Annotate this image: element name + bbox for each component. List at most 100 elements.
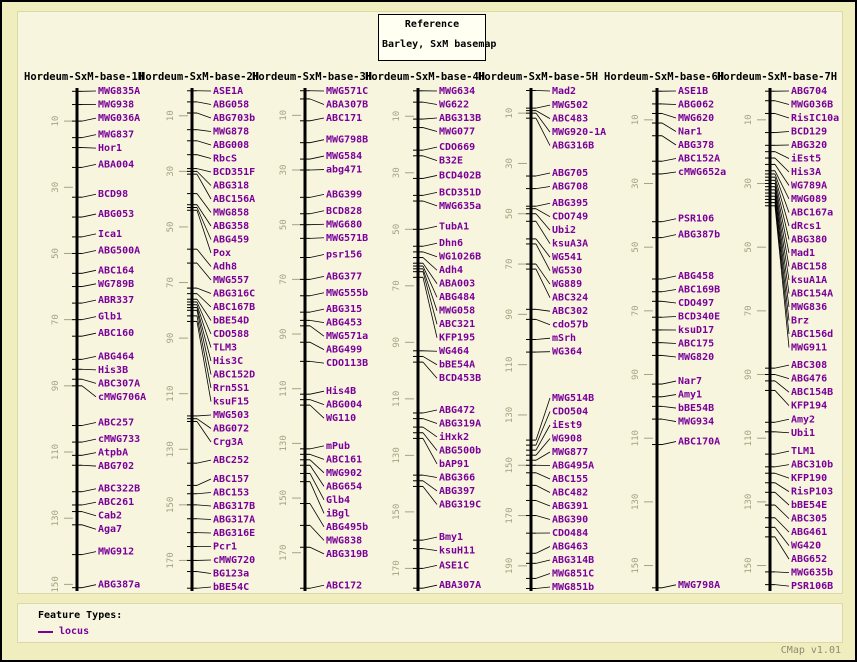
locus-label[interactable]: ABC310b	[791, 460, 833, 471]
locus-label[interactable]: MWG820	[678, 352, 714, 363]
locus-label[interactable]: ABG387a	[98, 580, 140, 591]
locus-label[interactable]: Aga7	[98, 524, 122, 535]
locus-label[interactable]: MWG555b	[326, 288, 368, 299]
locus-label[interactable]: cMWG733	[98, 434, 140, 445]
locus-label[interactable]: ABG317B	[213, 501, 255, 512]
locus-label[interactable]: ABC321	[439, 319, 475, 330]
locus-label[interactable]: ABG315	[326, 304, 362, 315]
locus-label[interactable]: dRcs1	[791, 221, 821, 232]
locus-label[interactable]: ABC160	[98, 328, 134, 339]
locus-label[interactable]: Nar7	[678, 376, 702, 387]
locus-label[interactable]: Pcr1	[213, 542, 237, 553]
locus-label[interactable]: ABG397	[439, 486, 475, 497]
locus-label[interactable]: MWG911	[791, 343, 827, 354]
locus-label[interactable]: ABC169B	[678, 285, 720, 296]
locus-label[interactable]: ABG461	[791, 527, 827, 538]
locus-label[interactable]: CDO484	[552, 528, 588, 539]
locus-label[interactable]: ABG377	[326, 271, 362, 282]
locus-label[interactable]: ABG399	[326, 189, 362, 200]
locus-label[interactable]: ABC167B	[213, 302, 255, 313]
locus-label[interactable]: ABC302	[552, 306, 588, 317]
locus-label[interactable]: MWG878	[213, 127, 249, 138]
locus-label[interactable]: bBE54E	[791, 500, 827, 511]
locus-label[interactable]: MWG571a	[326, 331, 368, 342]
locus-label[interactable]: ABC171	[326, 113, 362, 124]
locus-label[interactable]: ABG380	[791, 235, 827, 246]
locus-label[interactable]: bBE54A	[439, 360, 475, 371]
locus-label[interactable]: ABG004	[326, 400, 362, 411]
locus-label[interactable]: MWG798B	[326, 135, 368, 146]
locus-label[interactable]: CDO113B	[326, 358, 368, 369]
locus-label[interactable]: ABG318	[213, 181, 249, 192]
locus-label[interactable]: ABG500b	[439, 445, 481, 456]
locus-label[interactable]: ABG652	[791, 554, 827, 565]
locus-label[interactable]: MWG877	[552, 447, 588, 458]
locus-label[interactable]: cMWG652a	[678, 167, 726, 178]
locus-label[interactable]: bBE54D	[213, 316, 249, 327]
locus-label[interactable]: ABG358	[213, 221, 249, 232]
locus-label[interactable]: PSR106B	[791, 581, 833, 592]
locus-label[interactable]: TubA1	[439, 221, 469, 232]
locus-label[interactable]: RbcS	[213, 154, 237, 165]
locus-label[interactable]: PSR106	[678, 214, 714, 225]
locus-label[interactable]: BCD453B	[439, 373, 481, 384]
locus-label[interactable]: ABR337	[98, 295, 134, 306]
locus-label[interactable]: MWG571B	[326, 233, 368, 244]
locus-label[interactable]: cMWG720	[213, 555, 255, 566]
locus-label[interactable]: ABC152A	[678, 154, 720, 165]
locus-label[interactable]: WG110	[326, 413, 356, 424]
locus-label[interactable]: ABG702	[98, 461, 134, 472]
locus-label[interactable]: Glb4	[326, 495, 350, 506]
locus-label[interactable]: WG789B	[98, 279, 134, 290]
locus-label[interactable]: ABG053	[98, 209, 134, 220]
locus-label[interactable]: ABA003	[439, 279, 475, 290]
locus-label[interactable]: MWG858	[213, 208, 249, 219]
locus-label[interactable]: Ubi2	[552, 224, 576, 236]
locus-label[interactable]: ASE1A	[213, 86, 243, 97]
locus-label[interactable]: TLM3	[213, 343, 237, 354]
locus-label[interactable]: WG541	[552, 252, 582, 263]
locus-label[interactable]: KFP194	[791, 401, 827, 412]
locus-label[interactable]: psr156	[326, 249, 362, 260]
locus-label[interactable]: iHxk2	[439, 431, 469, 443]
locus-label[interactable]: ABG320	[791, 140, 827, 151]
locus-label[interactable]: ABC305	[791, 514, 827, 525]
locus-label[interactable]: RisP103	[791, 486, 833, 498]
locus-label[interactable]: BCD98	[98, 189, 128, 200]
locus-label[interactable]: MWG036B	[791, 100, 833, 111]
locus-label[interactable]: ASE1B	[678, 86, 708, 97]
locus-label[interactable]: ABC175	[678, 339, 714, 350]
locus-label[interactable]: His3B	[98, 364, 128, 376]
locus-label[interactable]: CDO669	[439, 142, 475, 153]
locus-label[interactable]: ABC170A	[678, 437, 720, 448]
locus-label[interactable]: BCD828	[326, 206, 362, 217]
locus-label[interactable]: ABC257	[98, 418, 134, 429]
locus-label[interactable]: ABG464	[98, 351, 134, 362]
locus-label[interactable]: BG123a	[213, 569, 249, 580]
locus-label[interactable]: MWG938	[98, 100, 134, 111]
locus-label[interactable]: MWG557	[213, 275, 249, 286]
locus-label[interactable]: ABG008	[213, 140, 249, 151]
locus-label[interactable]: AtpbA	[98, 448, 128, 459]
locus-label[interactable]: CDO504	[552, 407, 588, 418]
locus-label[interactable]: Ubi1	[791, 427, 815, 439]
locus-label[interactable]: ABG058	[213, 100, 249, 111]
map-title[interactable]: Hordeum-SxM-base-1H	[24, 71, 144, 83]
locus-label[interactable]: ABG500A	[98, 245, 140, 256]
locus-label[interactable]: bAP91	[439, 459, 469, 470]
locus-label[interactable]: ABA004	[98, 159, 134, 170]
locus-label[interactable]: ABC158	[791, 262, 827, 273]
map-title[interactable]: Hordeum-SxM-base-6H	[604, 71, 724, 83]
map-title[interactable]: Hordeum-SxM-base-2H	[139, 71, 259, 83]
locus-label[interactable]: His3A	[791, 166, 821, 178]
locus-label[interactable]: ABC154B	[791, 387, 833, 398]
locus-label[interactable]: WG789A	[791, 181, 827, 192]
locus-label[interactable]: ABG395	[552, 198, 588, 209]
locus-label[interactable]: TLM1	[791, 446, 815, 457]
map-title[interactable]: Hordeum-SxM-base-5H	[478, 71, 598, 83]
locus-label[interactable]: His4B	[326, 385, 356, 397]
locus-label[interactable]: ABG319B	[326, 549, 368, 560]
locus-label[interactable]: CDO497	[678, 298, 714, 309]
locus-label[interactable]: B32E	[439, 156, 463, 167]
locus-label[interactable]: MWG502	[552, 100, 588, 111]
